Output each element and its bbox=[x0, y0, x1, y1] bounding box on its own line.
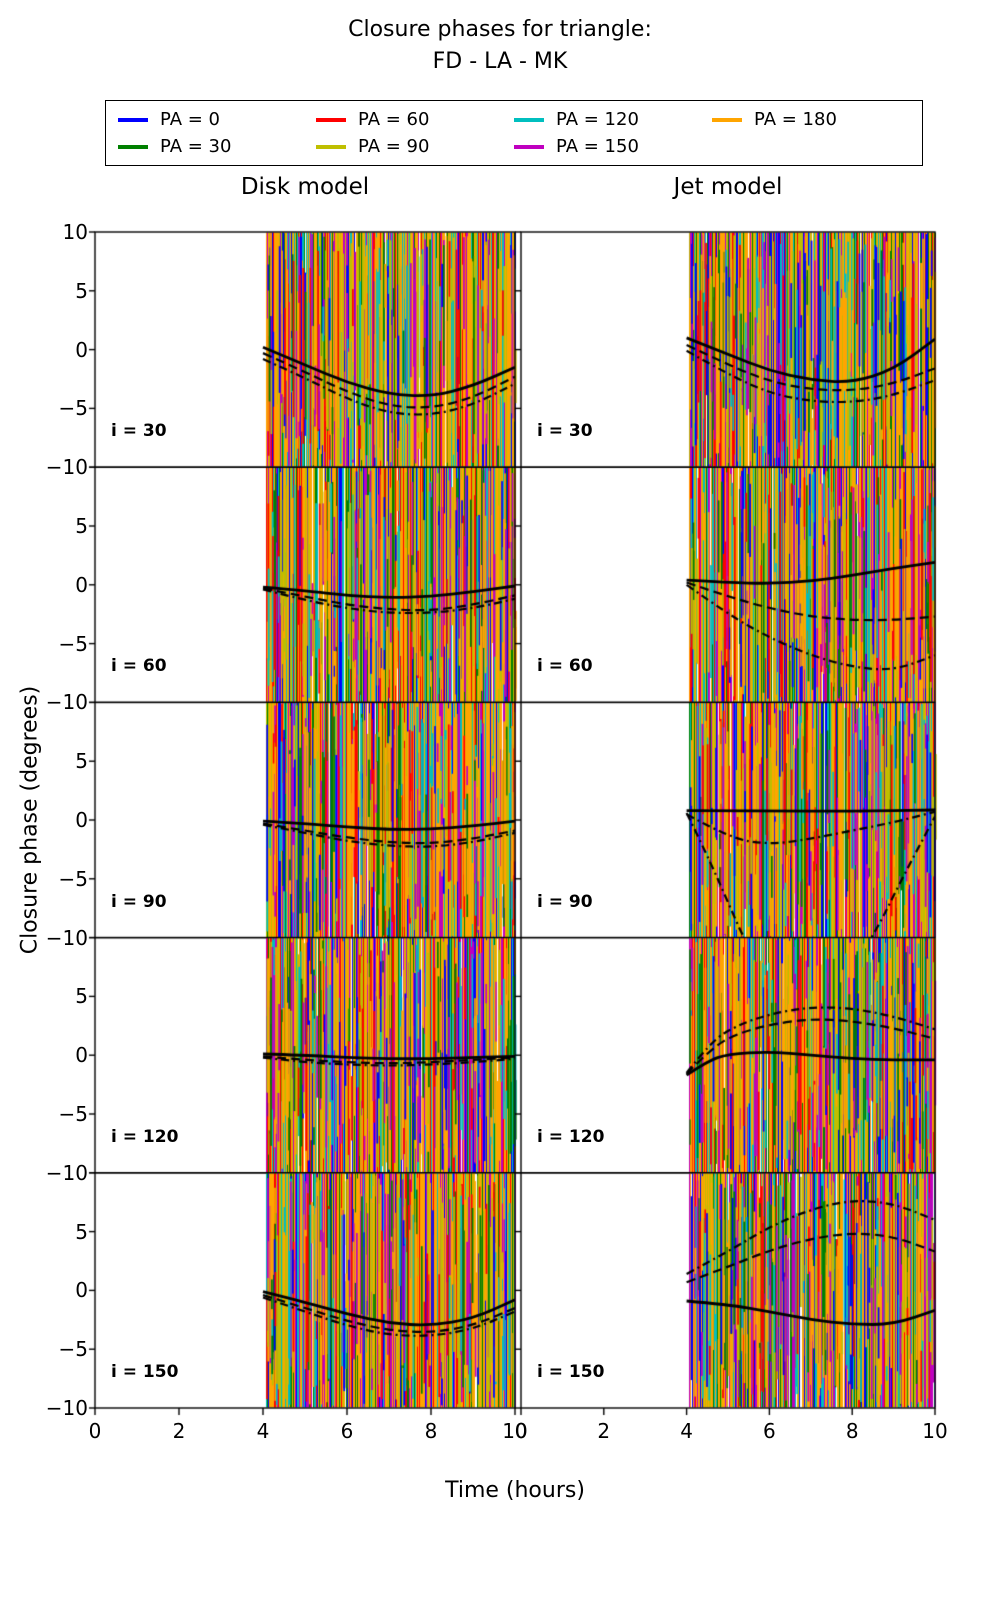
legend-entry: PA = 120 bbox=[514, 109, 712, 130]
legend: PA = 0 PA = 30 PA = 60 PA = 90 PA = 120 PA = … bbox=[105, 100, 923, 166]
x-axis-label: Time (hours) bbox=[445, 1478, 585, 1503]
legend-line-swatch bbox=[316, 144, 346, 149]
legend-line-swatch bbox=[712, 117, 742, 122]
legend-entry: PA = 0 bbox=[118, 109, 316, 130]
legend-line-swatch bbox=[514, 117, 544, 122]
legend-label: PA = 90 bbox=[358, 136, 430, 157]
legend-entry: PA = 30 bbox=[118, 136, 316, 157]
legend-line-swatch bbox=[316, 117, 346, 122]
column-header-jet-model: Jet model bbox=[673, 174, 783, 200]
legend-line-swatch bbox=[118, 144, 148, 149]
figure-title-line1: Closure phases for triangle: bbox=[348, 17, 652, 42]
legend-entry: PA = 180 bbox=[712, 109, 910, 130]
legend-label: PA = 0 bbox=[160, 109, 220, 130]
legend-label: PA = 180 bbox=[754, 109, 837, 130]
figure-title: Closure phases for triangle: FD - LA - M… bbox=[0, 14, 1000, 78]
legend-entry: PA = 60 bbox=[316, 109, 514, 130]
legend-line-swatch bbox=[118, 117, 148, 122]
y-axis-label: Closure phase (degrees) bbox=[17, 685, 43, 955]
legend-label: PA = 150 bbox=[556, 136, 639, 157]
legend-line-swatch bbox=[514, 144, 544, 149]
legend-label: PA = 60 bbox=[358, 109, 430, 130]
column-header-disk-model: Disk model bbox=[240, 174, 370, 200]
legend-label: PA = 30 bbox=[160, 136, 232, 157]
figure-title-line2: FD - LA - MK bbox=[432, 48, 568, 74]
legend-label: PA = 120 bbox=[556, 109, 639, 130]
legend-entry: PA = 90 bbox=[316, 136, 514, 157]
legend-entry: PA = 150 bbox=[514, 136, 712, 157]
